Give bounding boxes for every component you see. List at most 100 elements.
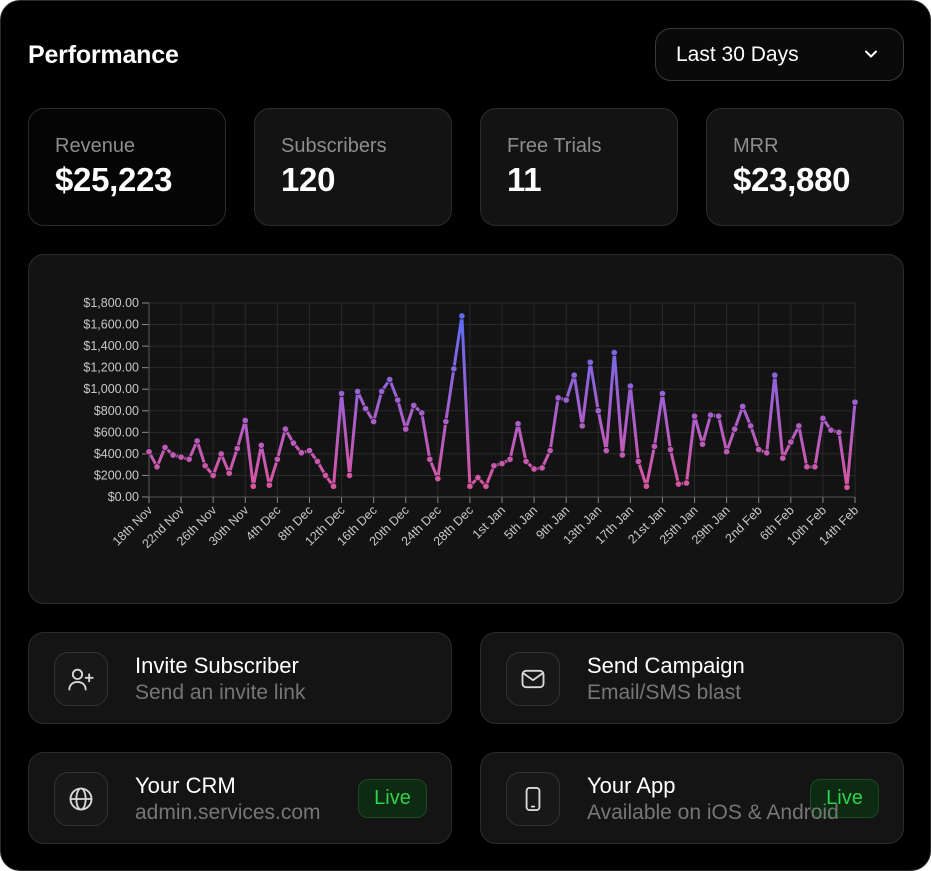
- data-point[interactable]: [410, 401, 418, 409]
- data-point[interactable]: [586, 358, 594, 366]
- data-point[interactable]: [715, 412, 723, 420]
- data-point[interactable]: [153, 463, 161, 471]
- page-title: Performance: [28, 41, 179, 69]
- data-point[interactable]: [177, 453, 185, 461]
- data-point[interactable]: [353, 387, 362, 395]
- data-point[interactable]: [257, 441, 265, 449]
- data-point[interactable]: [594, 407, 602, 415]
- data-point[interactable]: [329, 482, 338, 490]
- user-plus-icon: [54, 652, 108, 706]
- data-point[interactable]: [634, 457, 642, 466]
- data-point[interactable]: [161, 443, 169, 452]
- data-point[interactable]: [674, 480, 683, 488]
- data-point[interactable]: [362, 405, 370, 413]
- action-title: Invite Subscriber: [135, 653, 299, 678]
- data-point[interactable]: [233, 444, 241, 453]
- data-point[interactable]: [434, 475, 442, 483]
- x-tick-label: 5th Jan: [501, 503, 540, 542]
- data-point[interactable]: [723, 448, 731, 456]
- data-point[interactable]: [337, 389, 346, 398]
- data-point[interactable]: [297, 449, 306, 457]
- data-point[interactable]: [811, 463, 819, 471]
- data-point[interactable]: [739, 402, 747, 411]
- invite-subscriber-action[interactable]: Invite Subscriber Send an invite link: [28, 632, 452, 724]
- data-point[interactable]: [803, 463, 811, 471]
- data-point[interactable]: [522, 457, 530, 466]
- data-point[interactable]: [490, 462, 498, 470]
- data-point[interactable]: [682, 479, 691, 487]
- data-point[interactable]: [506, 455, 514, 463]
- data-point[interactable]: [169, 451, 177, 459]
- data-point[interactable]: [193, 437, 201, 445]
- data-point[interactable]: [530, 465, 538, 473]
- data-point[interactable]: [618, 451, 626, 459]
- data-point[interactable]: [466, 482, 474, 490]
- data-point[interactable]: [418, 409, 426, 417]
- data-point[interactable]: [514, 420, 522, 428]
- data-point[interactable]: [313, 457, 322, 466]
- data-point[interactable]: [546, 447, 554, 455]
- data-point[interactable]: [835, 428, 843, 436]
- data-point[interactable]: [658, 389, 667, 398]
- mail-icon: [506, 652, 560, 706]
- data-point[interactable]: [474, 474, 482, 482]
- data-point[interactable]: [370, 417, 378, 426]
- data-point[interactable]: [827, 426, 835, 434]
- data-point[interactable]: [386, 375, 394, 384]
- data-point[interactable]: [538, 464, 546, 472]
- data-point[interactable]: [666, 445, 675, 454]
- data-point[interactable]: [265, 481, 273, 489]
- data-point[interactable]: [442, 417, 450, 426]
- data-point[interactable]: [626, 382, 634, 390]
- data-point[interactable]: [281, 425, 289, 433]
- y-tick-label: $1,200.00: [83, 361, 139, 375]
- data-point[interactable]: [570, 371, 578, 379]
- data-point[interactable]: [394, 396, 402, 404]
- data-point[interactable]: [731, 425, 739, 433]
- data-point[interactable]: [578, 422, 586, 430]
- your-crm-action[interactable]: Your CRM admin.services.com Live: [28, 752, 452, 844]
- your-app-action[interactable]: Live Your App Available on iOS & Android: [480, 752, 904, 844]
- data-point[interactable]: [426, 455, 434, 463]
- data-point[interactable]: [602, 447, 610, 455]
- data-point[interactable]: [763, 449, 771, 457]
- data-point[interactable]: [771, 371, 779, 379]
- data-point[interactable]: [482, 482, 490, 490]
- data-point[interactable]: [819, 414, 827, 422]
- data-point[interactable]: [402, 425, 410, 433]
- data-point[interactable]: [217, 450, 225, 458]
- data-point[interactable]: [755, 445, 763, 454]
- data-point[interactable]: [249, 482, 257, 490]
- data-point[interactable]: [851, 398, 859, 406]
- data-point[interactable]: [642, 482, 651, 490]
- data-point[interactable]: [843, 483, 851, 491]
- data-point[interactable]: [225, 469, 233, 477]
- data-point[interactable]: [289, 439, 298, 447]
- data-point[interactable]: [378, 387, 386, 395]
- data-point[interactable]: [450, 365, 458, 373]
- data-point[interactable]: [209, 471, 217, 480]
- data-point[interactable]: [747, 422, 755, 430]
- data-point[interactable]: [795, 422, 803, 430]
- data-point[interactable]: [145, 448, 153, 456]
- data-point[interactable]: [321, 471, 330, 480]
- data-point[interactable]: [241, 416, 249, 425]
- data-point[interactable]: [562, 396, 570, 404]
- data-point[interactable]: [273, 455, 281, 463]
- data-point[interactable]: [650, 442, 659, 450]
- data-point[interactable]: [345, 471, 354, 480]
- data-point[interactable]: [610, 348, 618, 357]
- data-point[interactable]: [698, 440, 707, 448]
- data-point[interactable]: [185, 455, 193, 463]
- send-campaign-action[interactable]: Send Campaign Email/SMS blast: [480, 632, 904, 724]
- data-point[interactable]: [498, 459, 506, 468]
- data-point[interactable]: [201, 462, 209, 470]
- data-point[interactable]: [458, 312, 466, 320]
- data-point[interactable]: [706, 411, 715, 419]
- data-point[interactable]: [779, 454, 787, 462]
- data-point[interactable]: [690, 412, 699, 420]
- data-point[interactable]: [787, 438, 795, 446]
- data-point[interactable]: [305, 447, 314, 455]
- date-range-select[interactable]: Last 30 Days: [655, 28, 904, 81]
- data-point[interactable]: [554, 394, 562, 402]
